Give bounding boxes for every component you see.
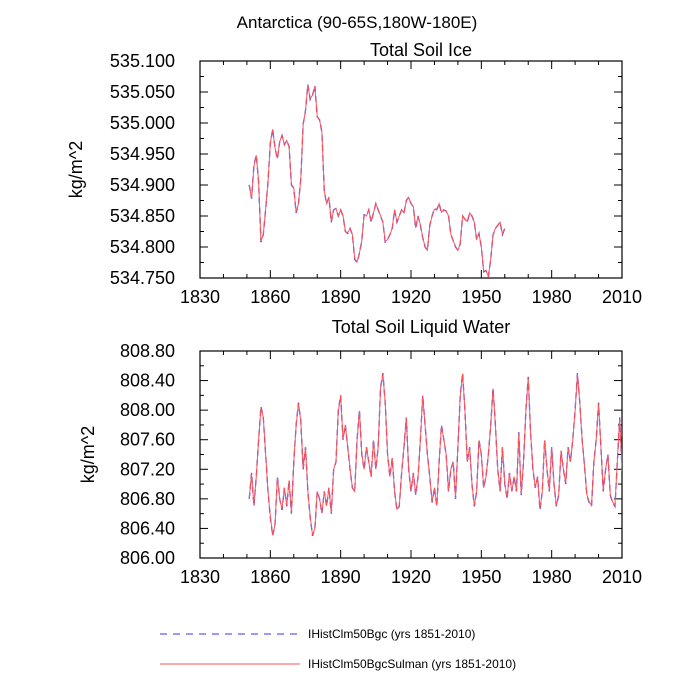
x-tick-label: 1980: [532, 287, 572, 307]
x-tick-label: 1980: [532, 567, 572, 587]
y-tick-label: 534.800: [110, 237, 175, 257]
legend-label: IHistClm50Bgc (yrs 1851-2010): [308, 627, 475, 641]
plot-frame: [199, 350, 623, 559]
y-tick-label: 806.80: [120, 489, 175, 509]
panel-1: Total Soil Ice kg/m^2 1830 1860 1890 1920 1950…: [66, 40, 642, 307]
y-tick-label: 535.000: [110, 113, 175, 133]
figure-suptitle: Antarctica (90-65S,180W-180E): [237, 13, 478, 32]
y-tick-label: 808.80: [120, 341, 175, 361]
legend-label: IHistClm50BgcSulman (yrs 1851-2010): [308, 657, 516, 671]
x-tick-label: 1920: [391, 287, 431, 307]
x-tick-label: 1920: [391, 567, 431, 587]
y-tick-label: 807.20: [120, 459, 175, 479]
series-line-1: [248, 84, 506, 277]
x-tick-label: 2010: [602, 567, 642, 587]
x-tick-label: 1890: [321, 567, 361, 587]
y-tick-label: 535.050: [110, 82, 175, 102]
panel-title: Total Soil Ice: [370, 40, 472, 60]
x-tick-label: 1830: [180, 287, 220, 307]
y-tick-label: 534.950: [110, 144, 175, 164]
y-tick-label: 808.40: [120, 371, 175, 391]
x-tick-label: 1950: [461, 287, 501, 307]
y-tick-label: 534.750: [110, 268, 175, 288]
y-tick-label: 807.60: [120, 430, 175, 450]
panel-title: Total Soil Liquid Water: [332, 317, 510, 337]
y-tick-label: 806.40: [120, 518, 175, 538]
panels: Total Soil Ice kg/m^2 1830 1860 1890 1920 1950…: [66, 40, 642, 587]
x-tick-label: 1830: [180, 567, 220, 587]
series-line-2: [248, 85, 506, 278]
x-tick-label: 1860: [250, 567, 290, 587]
x-tick-label: 2010: [602, 287, 642, 307]
x-tick-label: 1860: [250, 287, 290, 307]
legend: IHistClm50Bgc (yrs 1851-2010) IHistClm50B…: [160, 627, 516, 671]
y-tick-label: 534.850: [110, 206, 175, 226]
y-tick-label: 535.100: [110, 51, 175, 71]
x-tick-label: 1950: [461, 567, 501, 587]
y-axis-label: kg/m^2: [78, 426, 98, 483]
plot-frame: [199, 60, 623, 279]
y-tick-label: 534.900: [110, 175, 175, 195]
panel-2: Total Soil Liquid Water kg/m^2 1830 1860 189…: [78, 317, 642, 587]
y-tick-label: 808.00: [120, 400, 175, 420]
x-tick-label: 1890: [321, 287, 361, 307]
y-tick-label: 806.00: [120, 548, 175, 568]
y-axis-label: kg/m^2: [66, 141, 86, 198]
series-line-2: [248, 373, 622, 536]
